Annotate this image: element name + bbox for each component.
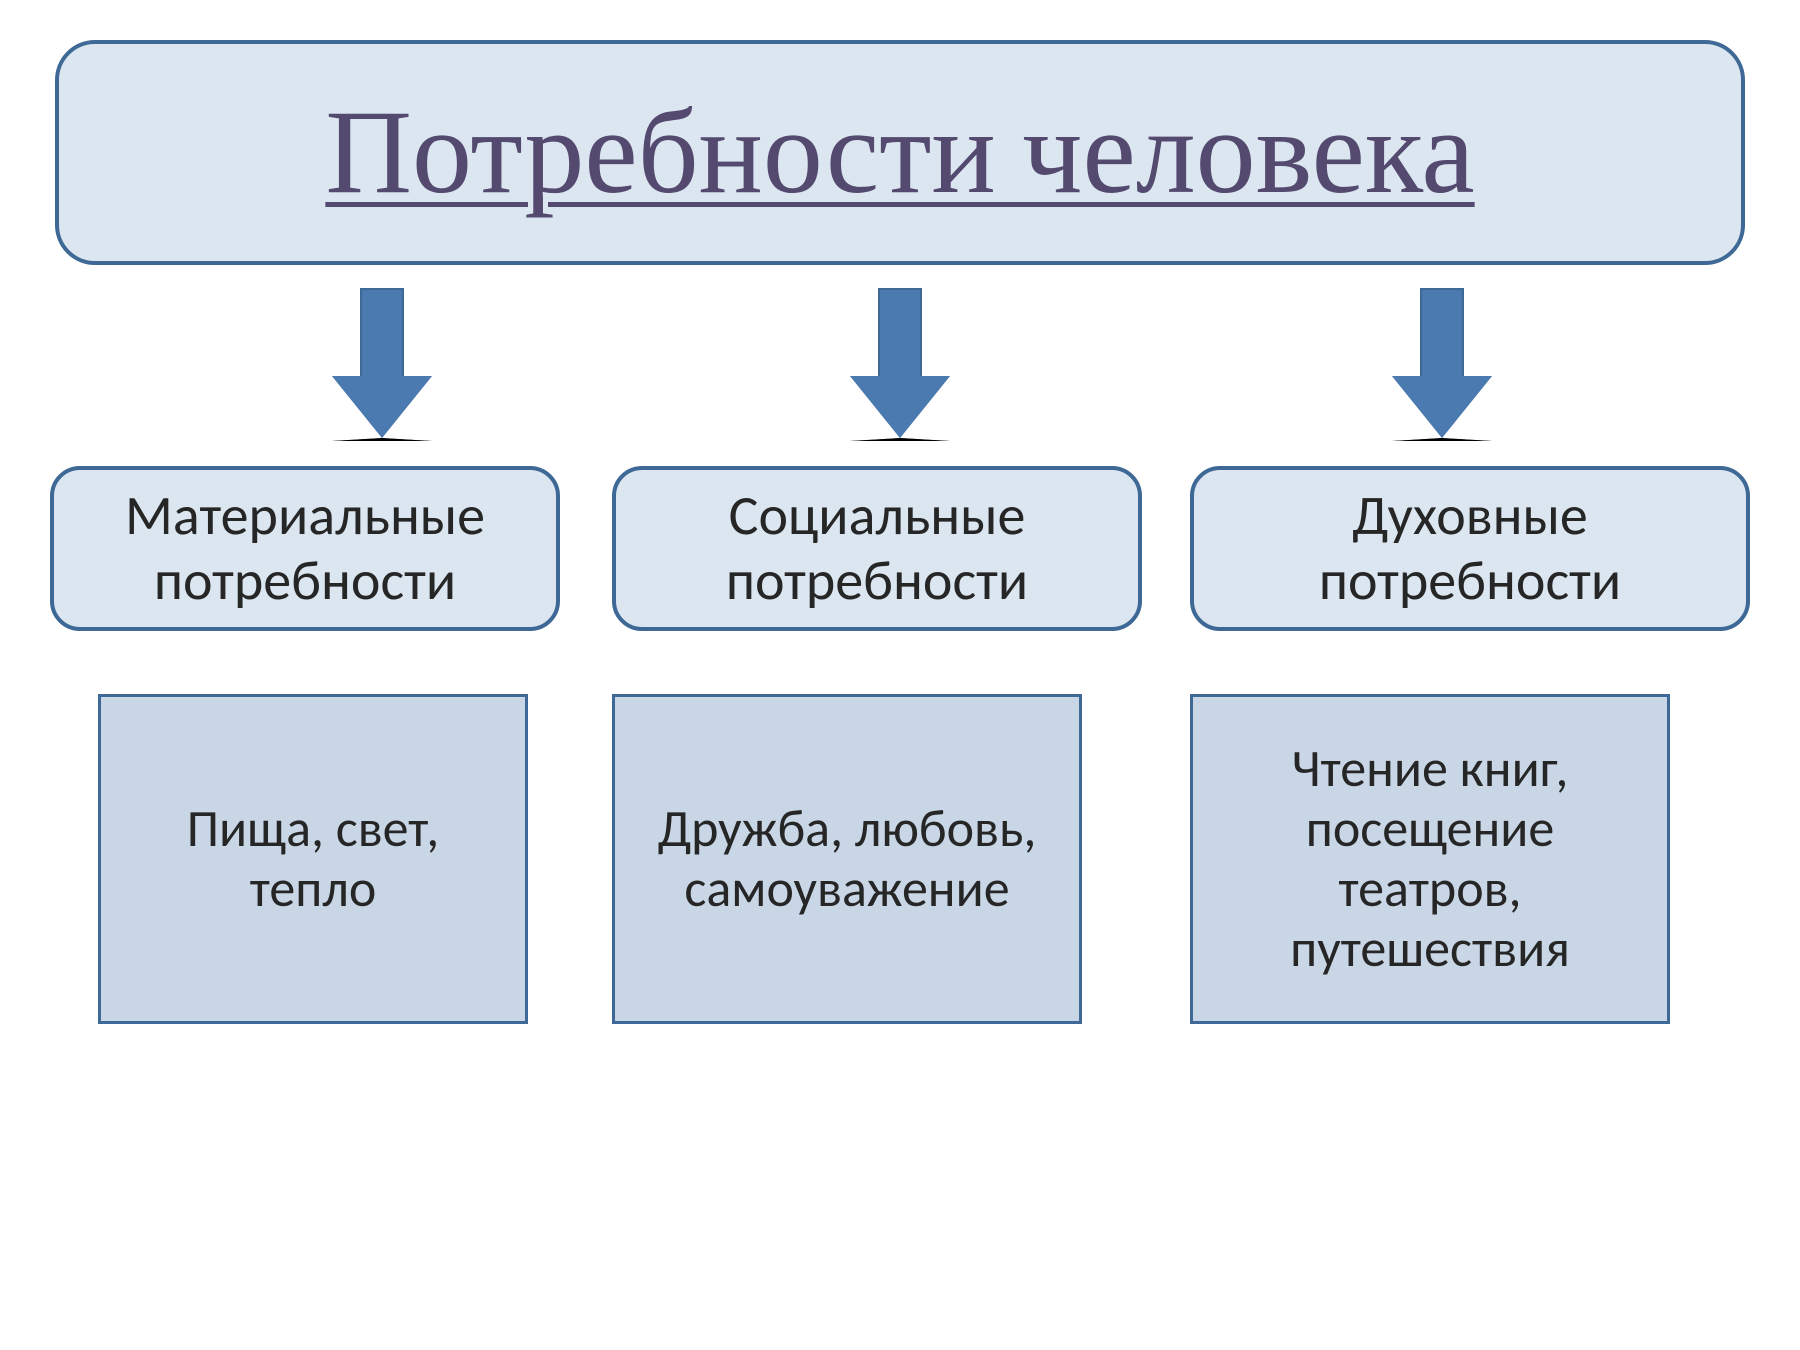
category-box-2: Духовные потребности — [1190, 466, 1750, 631]
arrow-shaft — [878, 288, 922, 376]
diagram-title-box: Потребности человека — [55, 40, 1745, 265]
example-text: Дружба, любовь, самоуважение — [641, 799, 1053, 919]
category-label: Материальные потребности — [72, 484, 538, 613]
category-box-0: Материальные потребности — [50, 466, 560, 631]
arrow-shaft — [1420, 288, 1464, 376]
example-text: Пища, свет, тепло — [127, 799, 499, 919]
arrow-down-icon — [850, 376, 950, 441]
arrow-down-icon — [332, 376, 432, 441]
arrow-shaft — [360, 288, 404, 376]
category-label: Социальные потребности — [634, 484, 1120, 613]
category-label: Духовные потребности — [1212, 484, 1728, 613]
diagram-title-text: Потребности человека — [325, 83, 1474, 222]
example-box-0: Пища, свет, тепло — [98, 694, 528, 1024]
arrow-down-icon — [1392, 376, 1492, 441]
example-box-2: Чтение книг, посещение театров, путешест… — [1190, 694, 1670, 1024]
category-box-1: Социальные потребности — [612, 466, 1142, 631]
arrow-0 — [332, 288, 432, 438]
arrow-2 — [1392, 288, 1492, 438]
arrow-1 — [850, 288, 950, 438]
example-box-1: Дружба, любовь, самоуважение — [612, 694, 1082, 1024]
example-text: Чтение книг, посещение театров, путешест… — [1219, 739, 1641, 978]
